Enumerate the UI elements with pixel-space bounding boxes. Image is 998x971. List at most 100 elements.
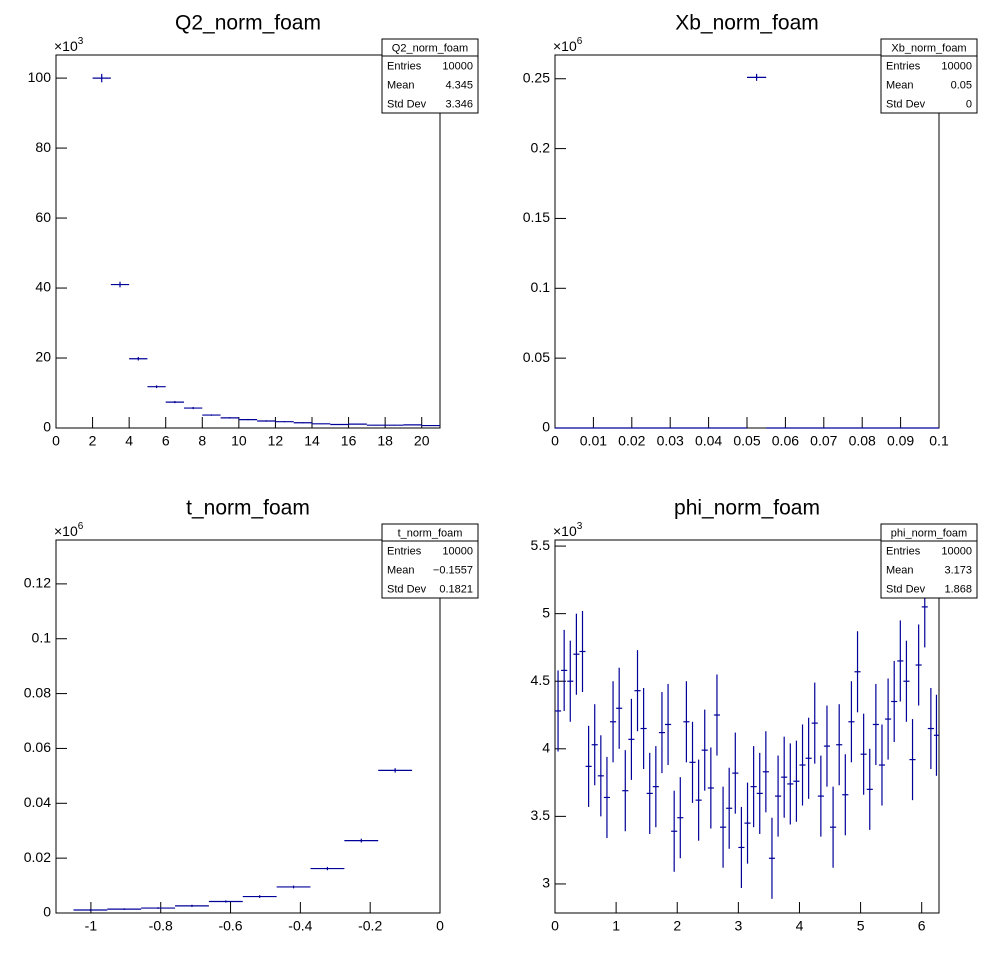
x-tick-label: 0.06 (772, 433, 799, 449)
stats-label: Std Dev (387, 98, 427, 110)
stats-label: Mean (387, 564, 415, 576)
stats-box (381, 38, 479, 114)
y-multiplier: ×103 (553, 521, 583, 539)
x-tick-label: 0.04 (695, 433, 722, 449)
stats-title: Xb_norm_foam (891, 42, 966, 54)
frame (55, 54, 441, 429)
y-tick-label: 0.25 (523, 69, 550, 85)
x-tick-label: 2 (89, 433, 97, 449)
chart-title: Q2_norm_foam (175, 12, 321, 35)
x-tick-label: 0.02 (618, 433, 645, 449)
y-tick-label: 4.5 (531, 672, 551, 688)
y-tick-label: 5 (542, 604, 550, 620)
stats-value: 0.05 (951, 79, 972, 91)
stats-value: 3.173 (944, 564, 972, 576)
x-tick-label: 16 (341, 433, 357, 449)
stats-value: 10000 (442, 60, 473, 72)
stats-value: 0.1821 (439, 583, 473, 595)
x-tick-label: 0 (551, 433, 559, 449)
stats-value: 10000 (941, 60, 972, 72)
frame (554, 539, 940, 914)
pad: Xb_norm_foam 0 0.01 0.02 0.03 0.04 0.05 0.06 0.0… (523, 12, 978, 449)
x-tick-label: 10 (231, 433, 247, 449)
stats-label: Std Dev (886, 98, 926, 110)
x-tick-label: 0 (551, 918, 559, 934)
x-tick-label: -0.2 (358, 918, 382, 934)
multiplier-base: ×10 (553, 523, 577, 539)
multiplier-exponent: 3 (577, 521, 583, 532)
x-tick-label: 18 (377, 433, 393, 449)
y-tick-label: 4 (542, 740, 550, 756)
stats-label: Entries (886, 60, 921, 72)
stats-value: 10000 (442, 545, 473, 557)
x-tick-label: 0.01 (580, 433, 607, 449)
y-tick-label: 20 (35, 349, 51, 365)
x-tick-label: 0.07 (810, 433, 837, 449)
stats-box (381, 523, 479, 599)
x-tick-label: 8 (198, 433, 206, 449)
stats-label: Entries (387, 60, 422, 72)
x-tick-label: 6 (918, 918, 926, 934)
x-tick-label: 0.05 (733, 433, 760, 449)
y-multiplier: ×106 (54, 521, 84, 539)
y-tick-label: 0 (542, 419, 550, 435)
y-tick-label: 0.1 (32, 629, 52, 645)
x-tick-label: -0.6 (218, 918, 242, 934)
stats-label: Mean (886, 564, 914, 576)
y-tick-label: 3 (542, 875, 550, 891)
pad: Q2_norm_foam 0 2 4 6 8 10 12 14 16 18 20 0 20 40 60 80 10… (28, 12, 479, 449)
stats-value: 10000 (941, 545, 972, 557)
y-tick-label: 0.12 (24, 575, 51, 591)
x-tick-label: 0.1 (929, 433, 949, 449)
y-tick-label: 0.2 (531, 139, 551, 155)
x-tick-label: 0 (436, 918, 444, 934)
x-tick-label: 12 (268, 433, 284, 449)
y-tick-label: 60 (35, 209, 51, 225)
x-tick-label: -1 (85, 918, 98, 934)
x-tick-label: 4 (796, 918, 804, 934)
stats-value: 0 (966, 98, 972, 110)
stats-value: 4.345 (445, 79, 473, 91)
multiplier-exponent: 6 (577, 36, 583, 47)
y-tick-label: 0.04 (24, 794, 51, 810)
x-tick-label: -0.8 (149, 918, 173, 934)
stats-value: 3.346 (445, 98, 473, 110)
y-tick-label: 0.02 (24, 849, 51, 865)
x-tick-label: 20 (414, 433, 430, 449)
multiplier-base: ×10 (553, 38, 577, 54)
y-tick-label: 100 (28, 69, 52, 85)
stats-label: Std Dev (387, 583, 427, 595)
stats-label: Entries (387, 545, 422, 557)
multiplier-base: ×10 (54, 523, 78, 539)
x-tick-label: 0 (52, 433, 60, 449)
x-tick-label: 1 (612, 918, 620, 934)
y-tick-label: 0 (43, 904, 51, 920)
chart-title: Xb_norm_foam (675, 12, 819, 35)
y-tick-label: 0.1 (531, 279, 551, 295)
y-tick-label: 0 (43, 419, 51, 435)
stats-label: Mean (886, 79, 914, 91)
multiplier-base: ×10 (54, 38, 78, 54)
stats-title: phi_norm_foam (891, 527, 967, 539)
chart-title: t_norm_foam (186, 497, 310, 520)
y-tick-label: 0.08 (24, 684, 51, 700)
x-tick-label: 4 (125, 433, 133, 449)
y-multiplier: ×106 (553, 36, 583, 54)
x-tick-label: 3 (734, 918, 742, 934)
x-tick-label: 2 (673, 918, 681, 934)
multiplier-exponent: 6 (78, 521, 84, 532)
x-tick-label: 0.03 (657, 433, 684, 449)
stats-value: −0.1557 (433, 564, 473, 576)
y-tick-label: 3.5 (531, 807, 551, 823)
y-tick-label: 80 (35, 139, 51, 155)
stats-label: Std Dev (886, 583, 926, 595)
y-tick-label: 40 (35, 279, 51, 295)
pad: t_norm_foam -1 -0.8 -0.6 -0.4 -0.2 0 0 0.02 0.04 0… (24, 497, 479, 934)
stats-box (880, 523, 978, 599)
stats-label: Mean (387, 79, 415, 91)
y-tick-label: 0.06 (24, 739, 51, 755)
x-tick-label: 14 (304, 433, 320, 449)
y-multiplier: ×103 (54, 36, 84, 54)
